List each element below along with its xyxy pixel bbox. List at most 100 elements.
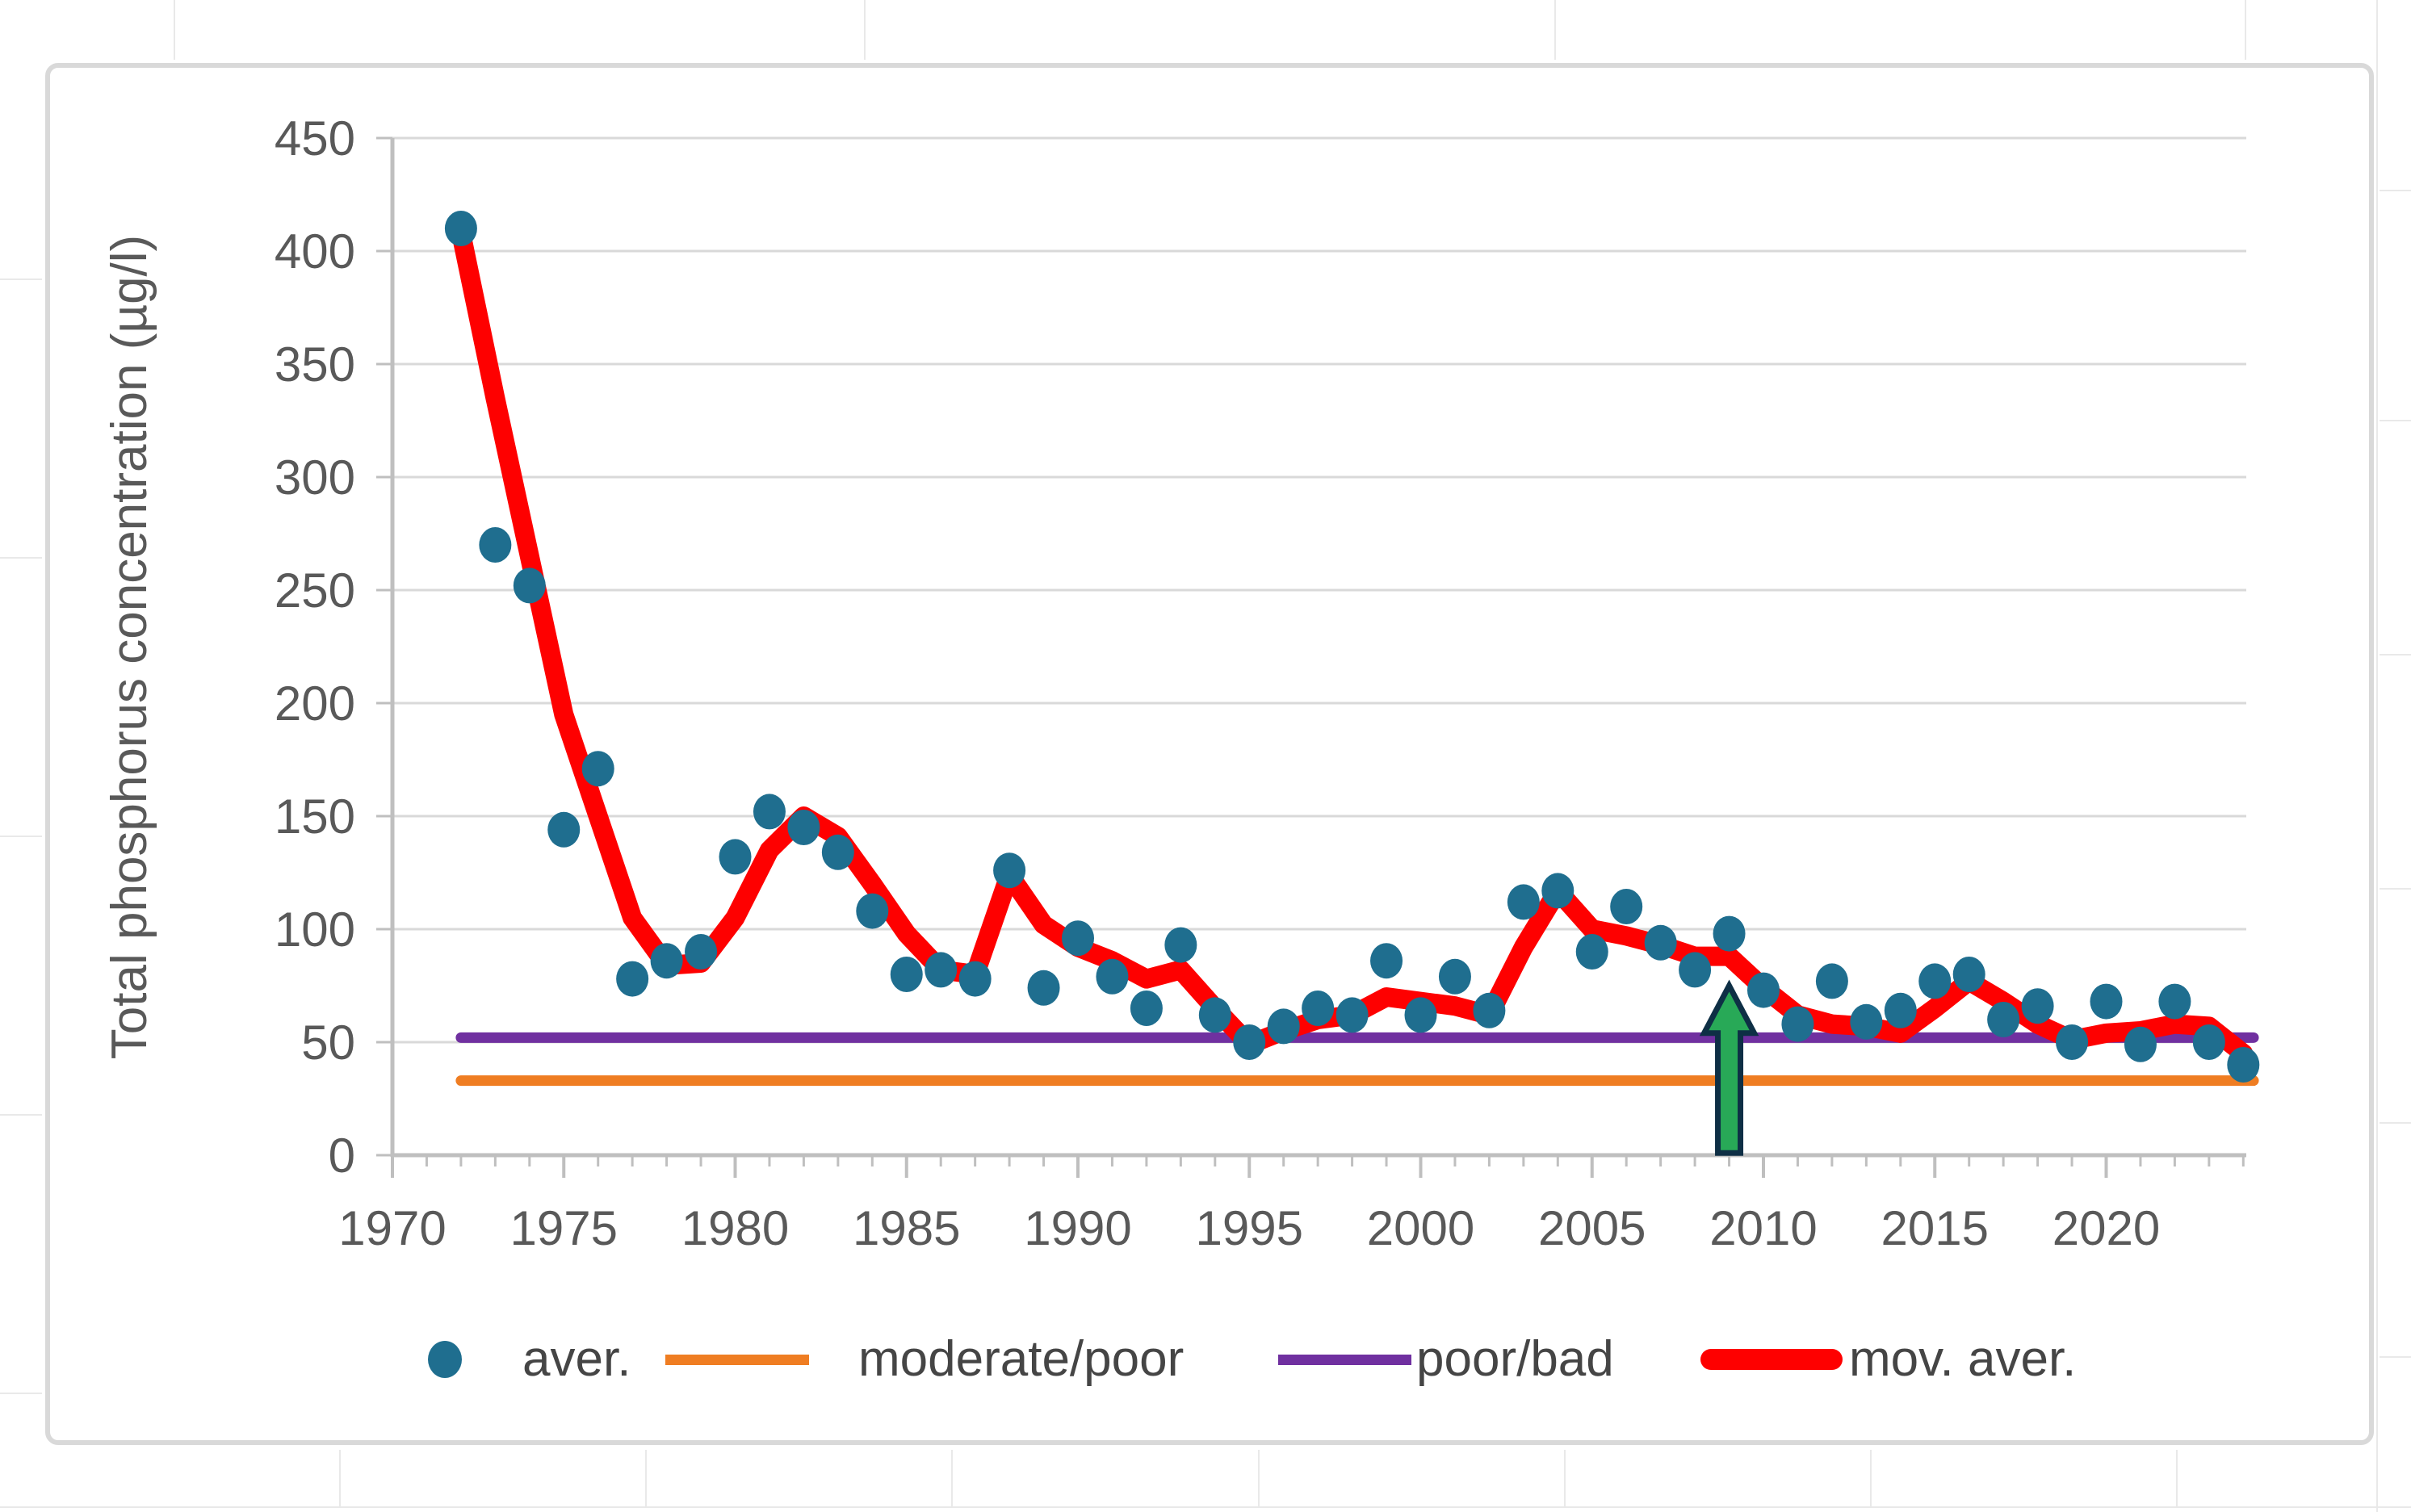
scatter-point[interactable] <box>1644 924 1677 961</box>
spreadsheet-gridline <box>2176 1450 2178 1506</box>
y-tick-label: 150 <box>275 790 355 844</box>
legend-label-moderate-poor[interactable]: moderate/poor <box>858 1331 1185 1387</box>
x-tick-label: 1970 <box>338 1201 446 1255</box>
scatter-point[interactable] <box>1130 991 1163 1026</box>
scatter-point[interactable] <box>1575 934 1608 970</box>
legend-label-aver[interactable]: aver. <box>522 1331 631 1387</box>
scatter-point[interactable] <box>890 957 923 992</box>
scatter-point[interactable] <box>1952 957 1985 992</box>
y-tick-label: 250 <box>275 563 355 618</box>
x-tick-label: 1985 <box>853 1201 960 1255</box>
spreadsheet-gridline <box>1870 1450 1872 1506</box>
scatter-point[interactable] <box>1335 997 1369 1033</box>
x-tick-label: 1995 <box>1196 1201 1303 1255</box>
scatter-point[interactable] <box>1541 873 1574 909</box>
scatter-point[interactable] <box>958 961 992 997</box>
scatter-point[interactable] <box>1096 958 1129 995</box>
scatter-point[interactable] <box>856 893 889 929</box>
scatter-point[interactable] <box>1713 915 1746 952</box>
scatter-point[interactable] <box>1233 1024 1266 1060</box>
scatter-point[interactable] <box>2158 983 2191 1020</box>
x-tick-label: 1980 <box>681 1201 789 1255</box>
scatter-point[interactable] <box>1164 927 1197 963</box>
scatter-point[interactable] <box>513 568 546 604</box>
scatter-point[interactable] <box>2056 1024 2089 1060</box>
legend-marker-moderate-poor-icon[interactable] <box>665 1355 809 1365</box>
y-tick-label: 50 <box>301 1016 355 1070</box>
scatter-point[interactable] <box>1610 889 1643 924</box>
y-tick-label: 200 <box>275 676 355 731</box>
scatter-point[interactable] <box>753 794 786 830</box>
spreadsheet-gridline <box>0 557 42 559</box>
scatter-point[interactable] <box>1438 958 1471 995</box>
spreadsheet-gridline <box>2245 0 2246 60</box>
scatter-point[interactable] <box>1850 1003 1883 1040</box>
x-tick-label: 2005 <box>1538 1201 1646 1255</box>
scatter-point[interactable] <box>1404 997 1437 1033</box>
scatter-point[interactable] <box>2227 1047 2260 1083</box>
spreadsheet-gridline <box>339 1450 341 1506</box>
scatter-point[interactable] <box>1198 997 1231 1033</box>
scatter-point[interactable] <box>1987 1002 2020 1037</box>
legend-label-poor-bad[interactable]: poor/bad <box>1416 1331 1614 1387</box>
scatter-point[interactable] <box>1679 952 1712 988</box>
spreadsheet-gridline <box>2380 420 2411 421</box>
legend-marker-poor-bad-icon[interactable] <box>1278 1355 1411 1365</box>
scatter-point[interactable] <box>821 834 854 870</box>
spreadsheet-gridline <box>951 1450 953 1506</box>
scatter-point[interactable] <box>685 934 718 970</box>
scatter-point[interactable] <box>993 852 1026 889</box>
scatter-point[interactable] <box>1473 992 1506 1028</box>
x-tick-label: 1975 <box>510 1201 618 1255</box>
scatter-point[interactable] <box>787 810 820 845</box>
legend-marker-aver-icon[interactable] <box>428 1341 462 1378</box>
scatter-point[interactable] <box>1747 972 1780 1008</box>
scatter-point[interactable] <box>1027 970 1060 1006</box>
scatter-point[interactable] <box>1507 884 1540 920</box>
spreadsheet-gridline <box>1554 0 1556 60</box>
scatter-point[interactable] <box>650 943 683 979</box>
spreadsheet-gridline <box>1258 1450 1260 1506</box>
scatter-point[interactable] <box>444 211 477 246</box>
spreadsheet-gridline <box>0 279 42 280</box>
scatter-point[interactable] <box>2090 983 2123 1020</box>
spreadsheet-gridline <box>174 0 175 60</box>
scatter-point[interactable] <box>719 839 752 875</box>
scatter-point[interactable] <box>1302 991 1335 1026</box>
scatter-point[interactable] <box>1918 963 1952 999</box>
spreadsheet-gridline <box>2376 0 2378 1512</box>
scatter-point[interactable] <box>616 961 649 997</box>
scatter-point[interactable] <box>1781 1006 1814 1042</box>
scatter-point[interactable] <box>925 952 958 988</box>
x-tick-label: 2010 <box>1709 1201 1817 1255</box>
legend-label-mov-aver[interactable]: mov. aver. <box>1849 1331 2077 1387</box>
scatter-point[interactable] <box>1815 963 1848 999</box>
chart-area[interactable]: 0 50 100 150 200 250 300 350 400 450 1970 1975 1980 1… <box>45 63 2374 1445</box>
plot-area[interactable]: 0 50 100 150 200 250 300 350 400 450 1970 1975 1980 1… <box>50 68 2369 1440</box>
scatter-point[interactable] <box>2021 988 2054 1024</box>
y-tick-label: 400 <box>275 224 355 279</box>
spreadsheet-gridline <box>0 836 42 837</box>
scatter-point[interactable] <box>1062 920 1094 957</box>
scatter-point[interactable] <box>581 751 614 787</box>
scatter-point[interactable] <box>479 527 512 563</box>
scatter-point[interactable] <box>2124 1026 2157 1062</box>
spreadsheet-gridline <box>0 1393 42 1394</box>
green-up-arrow-annotation[interactable] <box>1699 979 1759 1156</box>
y-tick-label: 450 <box>275 111 355 165</box>
spreadsheet-gridline <box>0 1506 2411 1508</box>
x-tick-label: 2000 <box>1367 1201 1474 1255</box>
legend-marker-mov-aver-icon[interactable] <box>1700 1349 1843 1370</box>
scatter-point[interactable] <box>1884 992 1917 1028</box>
x-tick-label: 2015 <box>1881 1201 1989 1255</box>
scatter-point[interactable] <box>1267 1008 1300 1045</box>
scatter-point[interactable] <box>1370 943 1403 979</box>
scatter-point[interactable] <box>547 811 581 848</box>
spreadsheet-gridline <box>645 1450 647 1506</box>
y-tick-label: 0 <box>329 1129 355 1183</box>
y-tick-label: 350 <box>275 337 355 392</box>
y-tick-label: 300 <box>275 450 355 505</box>
moving-average-line[interactable] <box>451 223 2254 1063</box>
scatter-point[interactable] <box>2192 1024 2225 1060</box>
